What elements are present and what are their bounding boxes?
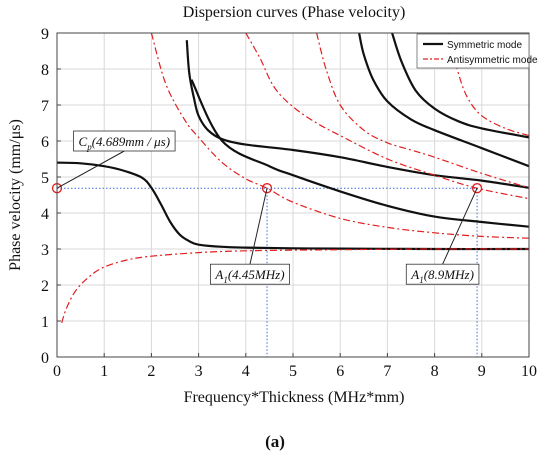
y-tick-label: 3 xyxy=(41,242,49,259)
y-tick-label: 9 xyxy=(41,26,49,43)
x-tick-label: 5 xyxy=(289,363,297,380)
intersection-marker xyxy=(261,183,273,194)
x-tick-label: 7 xyxy=(383,363,391,380)
y-tick-label: 8 xyxy=(41,62,49,79)
antisymmetric-mode-curve xyxy=(316,33,529,189)
y-tick-label: 0 xyxy=(41,350,49,367)
symmetric-mode-curve xyxy=(358,33,529,168)
y-tick-label: 5 xyxy=(41,170,49,187)
annotation-pointer xyxy=(442,187,478,265)
annotation-pointer xyxy=(249,188,268,265)
antisymmetric-mode-curve xyxy=(150,33,529,239)
x-tick-label: 2 xyxy=(147,363,155,380)
grid xyxy=(56,32,530,358)
x-tick-label: 9 xyxy=(478,363,486,380)
y-axis-label: Phase velocity (mm/μs) xyxy=(7,119,24,271)
annotation-label: Cp(4.689mm / μs) xyxy=(79,134,171,152)
annotation-box xyxy=(405,263,480,285)
annotation-box xyxy=(209,263,290,285)
symmetric-mode-curve xyxy=(190,79,529,228)
antisymmetric-mode-curve xyxy=(448,33,529,137)
tick-labels: 0 1 2 3 4 5 6 7 8 9 10 0 1 2 3 4 5 6 7 8 9 xyxy=(41,26,537,380)
chart-title: Dispersion curves (Phase velocity) xyxy=(183,4,406,21)
x-tick-label: 1 xyxy=(100,363,108,380)
annotation-callout: A1(4.45MHz) xyxy=(209,188,290,285)
legend-label: Symmetric mode xyxy=(447,40,522,51)
symmetric-mode-curve xyxy=(57,161,529,251)
annotation-callout: Cp(4.689mm / μs) xyxy=(56,130,176,189)
x-tick-label: 6 xyxy=(336,363,344,380)
y-tick-label: 2 xyxy=(41,278,49,295)
y-tick-label: 6 xyxy=(41,134,49,151)
annotation-callout: A1(8.9MHz) xyxy=(405,187,480,285)
intersection-marker xyxy=(471,183,483,194)
y-tick-label: 1 xyxy=(41,314,49,331)
symmetric-mode-curve xyxy=(391,33,529,139)
y-tick-label: 7 xyxy=(41,98,49,115)
curves xyxy=(57,33,529,323)
x-tick-label: 8 xyxy=(431,363,439,380)
antisymmetric-mode-curve xyxy=(245,33,529,200)
legend: Symmetric mode Antisymmetric mode xyxy=(416,33,538,69)
annotation-box xyxy=(73,130,176,152)
y-tick-label: 4 xyxy=(41,206,49,223)
annotation-pointer xyxy=(56,150,125,189)
figure-caption: (a) xyxy=(265,432,285,451)
legend-box xyxy=(416,33,530,69)
annotation-label: A1(4.45MHz) xyxy=(214,267,284,285)
x-tick-label: 4 xyxy=(242,363,250,380)
antisymmetric-mode-curve xyxy=(61,248,529,323)
x-tick-label: 10 xyxy=(521,363,537,380)
annotations: Cp(4.689mm / μs) A1(4.45MHz) A1(8.9MHz) xyxy=(56,130,480,285)
annotation-label: A1(8.9MHz) xyxy=(410,267,474,285)
legend-label: Antisymmetric mode xyxy=(447,55,538,66)
x-tick-label: 3 xyxy=(195,363,203,380)
x-tick-label: 0 xyxy=(53,363,61,380)
x-axis-label: Frequency*Thickness (MHz*mm) xyxy=(184,389,405,406)
